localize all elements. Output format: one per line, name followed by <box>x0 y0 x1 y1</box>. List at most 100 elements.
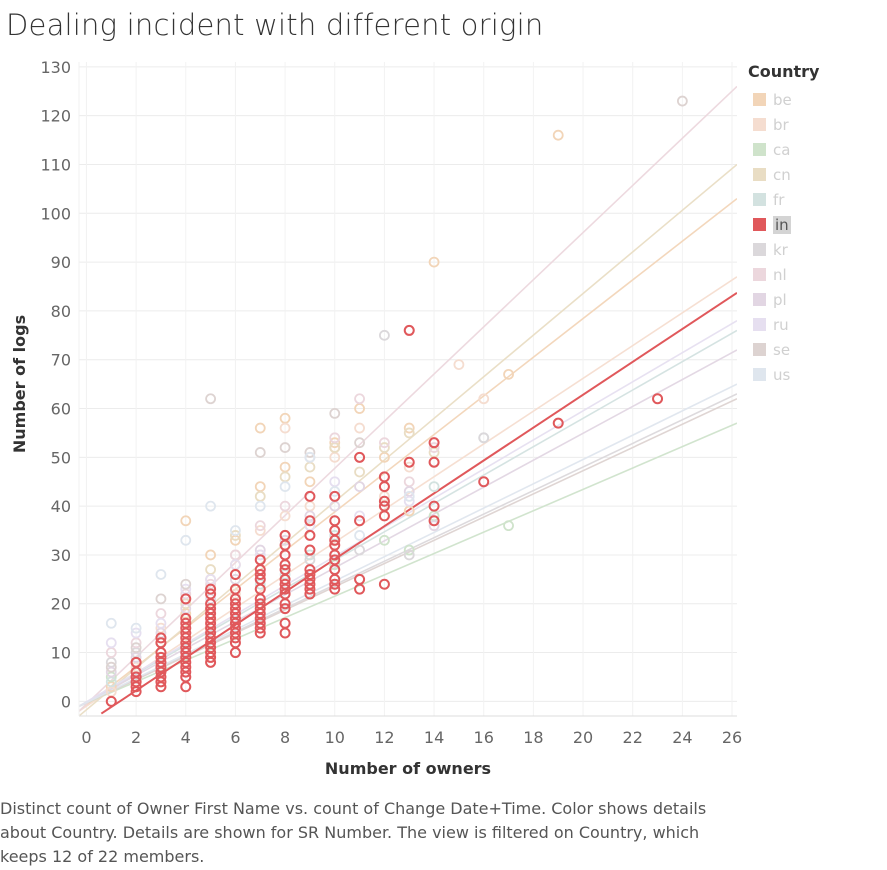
data-point-us[interactable] <box>155 569 167 580</box>
data-point-pl[interactable] <box>428 520 440 532</box>
data-point-in[interactable] <box>279 603 291 615</box>
data-point-ru[interactable] <box>155 617 167 629</box>
data-point-nl[interactable] <box>354 393 365 405</box>
data-point-in[interactable] <box>105 695 117 707</box>
data-point-se[interactable] <box>180 578 192 590</box>
data-point-cn[interactable] <box>254 490 266 502</box>
data-point-us[interactable] <box>329 486 341 497</box>
data-point-ru[interactable] <box>254 549 266 561</box>
data-point-be[interactable] <box>329 437 341 449</box>
data-point-in[interactable] <box>329 539 341 551</box>
data-point-ru[interactable] <box>354 510 365 522</box>
data-point-in[interactable] <box>304 568 316 580</box>
data-point-nl[interactable] <box>403 476 415 488</box>
data-point-in[interactable] <box>279 617 291 629</box>
data-point-in[interactable] <box>205 588 217 600</box>
data-point-in[interactable] <box>130 656 142 668</box>
data-point-in[interactable] <box>329 515 341 527</box>
data-point-se[interactable] <box>105 661 117 673</box>
data-point-in[interactable] <box>428 500 440 512</box>
data-point-in[interactable] <box>403 456 415 468</box>
data-point-in[interactable] <box>478 476 490 488</box>
data-point-cn[interactable] <box>354 466 365 478</box>
data-point-in[interactable] <box>180 593 192 605</box>
data-points[interactable] <box>105 95 688 707</box>
data-point-in[interactable] <box>428 515 440 527</box>
data-point-in[interactable] <box>354 451 366 463</box>
data-point-se[interactable] <box>155 593 167 605</box>
legend-item-br[interactable]: br <box>748 112 819 137</box>
legend-item-nl[interactable]: nl <box>748 262 819 287</box>
data-point-us[interactable] <box>130 622 142 634</box>
data-point-in[interactable] <box>378 500 390 512</box>
data-point-fr[interactable] <box>428 481 440 493</box>
data-point-us[interactable] <box>180 534 192 546</box>
data-point-be[interactable] <box>254 481 266 493</box>
data-point-in[interactable] <box>279 529 291 541</box>
data-point-ru[interactable] <box>105 637 117 649</box>
data-point-fr[interactable] <box>304 549 316 561</box>
data-point-pl[interactable] <box>105 666 117 678</box>
data-point-nl[interactable] <box>254 520 266 532</box>
data-point-se[interactable] <box>676 95 688 107</box>
data-point-in[interactable] <box>378 495 390 507</box>
data-point-kr[interactable] <box>403 549 415 561</box>
data-point-se[interactable] <box>254 447 266 458</box>
data-point-in[interactable] <box>254 598 266 610</box>
data-point-us[interactable] <box>254 500 266 512</box>
data-point-cn[interactable] <box>205 564 217 575</box>
legend-item-se[interactable]: se <box>748 337 819 362</box>
data-point-ru[interactable] <box>130 627 142 639</box>
data-point-nl[interactable] <box>428 442 440 453</box>
data-point-be[interactable] <box>205 549 217 561</box>
data-point-in[interactable] <box>304 564 316 576</box>
data-point-in[interactable] <box>155 632 167 644</box>
data-point-se[interactable] <box>130 642 142 654</box>
data-point-in[interactable] <box>279 564 291 576</box>
data-point-cn[interactable] <box>230 530 241 541</box>
data-point-be[interactable] <box>552 129 564 141</box>
data-point-in[interactable] <box>254 568 266 580</box>
data-point-br[interactable] <box>254 525 266 536</box>
data-point-in[interactable] <box>155 637 167 649</box>
data-point-nl[interactable] <box>329 432 341 444</box>
data-point-be[interactable] <box>403 422 415 434</box>
data-point-in[interactable] <box>205 603 217 615</box>
data-point-in[interactable] <box>229 583 241 595</box>
data-point-in[interactable] <box>329 554 341 566</box>
data-point-ru[interactable] <box>403 495 415 507</box>
data-point-in[interactable] <box>652 393 664 405</box>
data-point-ca[interactable] <box>379 534 390 546</box>
data-point-in[interactable] <box>378 578 390 590</box>
data-point-kr[interactable] <box>478 432 490 444</box>
data-point-in[interactable] <box>304 544 316 556</box>
data-point-in[interactable] <box>354 515 366 527</box>
legend-item-kr[interactable]: kr <box>748 237 819 262</box>
data-point-kr[interactable] <box>379 329 390 341</box>
data-point-us[interactable] <box>403 490 415 502</box>
data-point-us[interactable] <box>205 500 217 512</box>
data-point-us[interactable] <box>230 525 241 536</box>
data-point-br[interactable] <box>478 393 490 405</box>
data-point-se[interactable] <box>354 437 365 449</box>
data-point-ca[interactable] <box>503 520 514 532</box>
legend-item-cn[interactable]: cn <box>748 162 819 187</box>
data-point-in[interactable] <box>254 554 266 566</box>
data-point-cn[interactable] <box>403 427 415 439</box>
data-point-in[interactable] <box>329 578 341 590</box>
data-point-in[interactable] <box>205 583 217 595</box>
data-point-us[interactable] <box>354 530 365 541</box>
data-point-br[interactable] <box>279 422 291 434</box>
data-point-in[interactable] <box>279 578 291 590</box>
data-point-in[interactable] <box>329 490 341 502</box>
legend-item-ru[interactable]: ru <box>748 312 819 337</box>
data-point-be[interactable] <box>503 368 514 380</box>
data-point-in[interactable] <box>229 568 241 580</box>
data-point-nl[interactable] <box>155 608 167 619</box>
data-point-be[interactable] <box>254 422 266 434</box>
data-point-in[interactable] <box>428 437 440 449</box>
data-point-pl[interactable] <box>354 481 365 493</box>
legend-item-in[interactable]: in <box>748 212 819 237</box>
data-point-in[interactable] <box>552 417 564 429</box>
data-point-ca[interactable] <box>403 544 415 556</box>
